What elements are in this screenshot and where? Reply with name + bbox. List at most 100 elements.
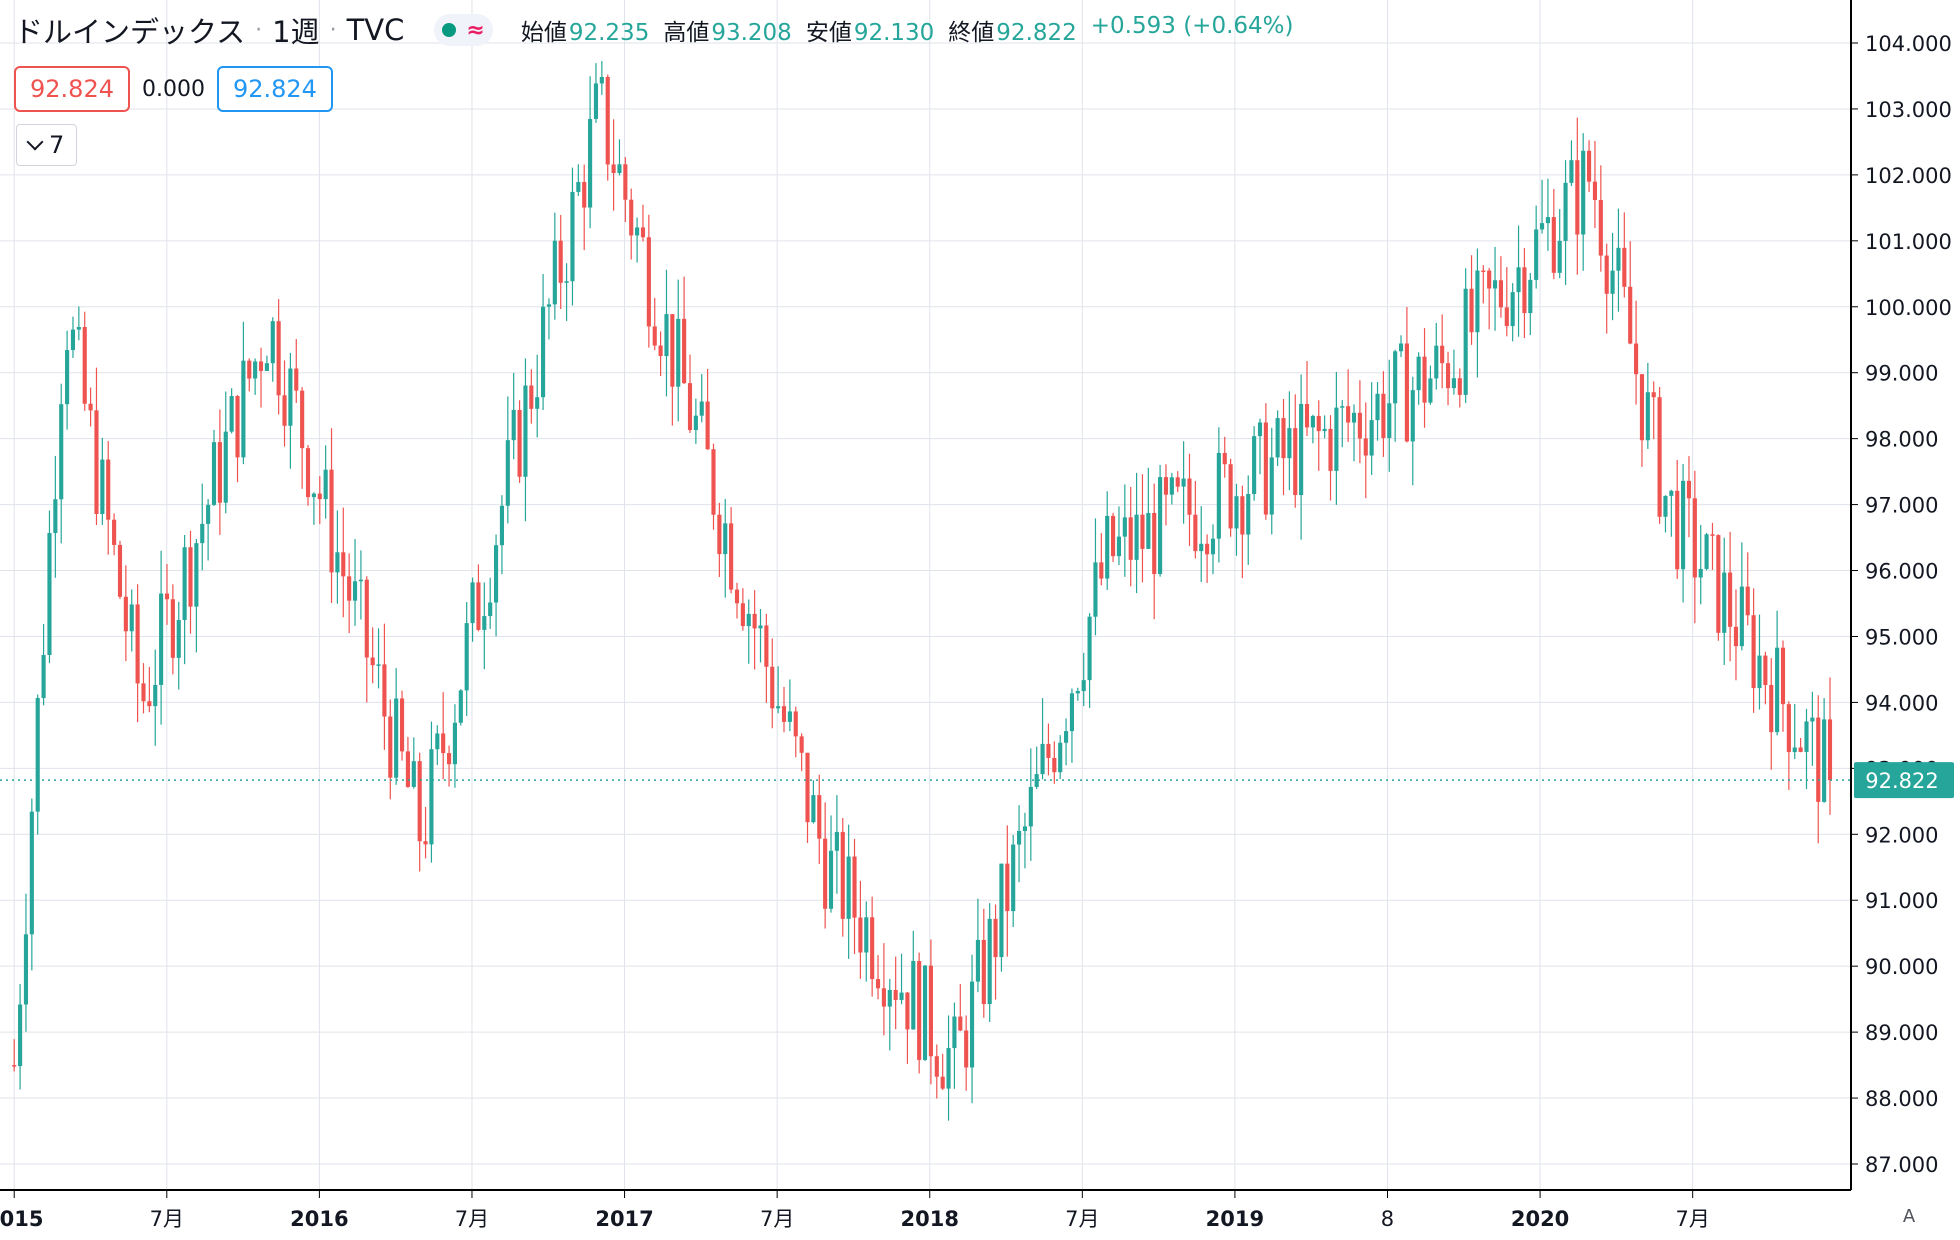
candle-body bbox=[1498, 280, 1503, 308]
candle-body bbox=[1516, 267, 1521, 293]
candle bbox=[1163, 464, 1169, 526]
price-tick-label: 99.000 bbox=[1865, 362, 1938, 386]
candle-body bbox=[23, 934, 29, 1005]
candle-body bbox=[975, 939, 980, 982]
price-axis[interactable]: 104.000 103.000 102.000 101.000 100.000 99.00… bbox=[1851, 32, 1952, 1177]
candle-body bbox=[1034, 774, 1039, 787]
candle bbox=[1169, 472, 1174, 505]
candle-body bbox=[1645, 392, 1650, 441]
candle bbox=[723, 498, 728, 598]
candle-body bbox=[582, 182, 587, 208]
candle-body bbox=[317, 493, 322, 500]
candle-body bbox=[211, 442, 217, 505]
candle-body bbox=[153, 684, 158, 707]
candle bbox=[588, 76, 593, 229]
candle bbox=[206, 499, 211, 561]
candle-body bbox=[917, 961, 922, 1060]
candle bbox=[758, 608, 763, 663]
candle-body bbox=[1751, 615, 1756, 689]
candle-body bbox=[1404, 343, 1409, 442]
candle bbox=[664, 269, 669, 397]
candle bbox=[358, 550, 363, 620]
candle bbox=[1046, 723, 1051, 776]
candle-body bbox=[1375, 393, 1380, 421]
candle-body bbox=[1028, 786, 1033, 827]
candle bbox=[35, 694, 40, 835]
candle-body bbox=[217, 442, 222, 503]
symbol-name[interactable]: ドルインデックス bbox=[14, 15, 246, 49]
candle bbox=[535, 354, 540, 438]
candle-body bbox=[435, 733, 440, 750]
interval-label[interactable]: 1週 bbox=[272, 15, 320, 49]
candle bbox=[1475, 248, 1480, 378]
candle bbox=[1616, 208, 1621, 312]
candle-body bbox=[1798, 747, 1803, 752]
candle bbox=[834, 795, 839, 894]
candle-body bbox=[905, 992, 910, 1030]
candle-body bbox=[341, 552, 346, 577]
candle-body bbox=[411, 761, 416, 787]
candle bbox=[617, 139, 622, 176]
candle-body bbox=[88, 403, 93, 411]
candle-body bbox=[1451, 378, 1456, 389]
candle bbox=[1686, 456, 1692, 538]
candle bbox=[811, 780, 816, 824]
price-tick-label: 89.000 bbox=[1865, 1021, 1938, 1045]
candle bbox=[1522, 248, 1527, 339]
candle bbox=[1469, 255, 1474, 345]
candle bbox=[1681, 463, 1686, 603]
candle bbox=[870, 896, 875, 997]
candle bbox=[711, 443, 716, 530]
candle bbox=[470, 577, 475, 642]
indicators-collapse-button[interactable]: 7 bbox=[16, 124, 78, 166]
candle bbox=[464, 602, 469, 716]
candle-body bbox=[206, 504, 211, 524]
candle-body bbox=[1340, 406, 1345, 408]
candle bbox=[23, 893, 29, 1032]
candle bbox=[787, 679, 792, 732]
chart-grid bbox=[0, 0, 1850, 1190]
candle bbox=[1087, 613, 1092, 708]
candle bbox=[1052, 741, 1057, 784]
time-tick-label: 7月 bbox=[455, 1207, 489, 1231]
candle-body bbox=[1040, 743, 1045, 775]
candle bbox=[300, 387, 305, 489]
candle bbox=[311, 492, 316, 525]
low-value: 92.130 bbox=[853, 20, 935, 46]
market-status[interactable]: ≈ bbox=[434, 14, 493, 46]
candle-body bbox=[376, 664, 381, 666]
candle-body bbox=[770, 666, 775, 709]
candle-body bbox=[1181, 478, 1186, 487]
candle-body bbox=[1334, 407, 1339, 471]
candle-body bbox=[1792, 747, 1797, 753]
candle bbox=[1140, 474, 1145, 583]
auto-scale-button[interactable]: A bbox=[1902, 1205, 1916, 1227]
candle-body bbox=[1810, 717, 1815, 722]
candle bbox=[1187, 453, 1192, 546]
candle-body bbox=[1363, 438, 1368, 456]
candle bbox=[699, 374, 704, 423]
candle bbox=[1434, 322, 1439, 390]
candle bbox=[993, 904, 998, 1000]
candle bbox=[770, 638, 775, 729]
candle bbox=[887, 978, 892, 1051]
candle bbox=[746, 599, 751, 664]
candle-body bbox=[1545, 217, 1550, 224]
candle-body bbox=[1005, 863, 1010, 912]
time-axis[interactable]: 2015 7月 2016 7月 2017 7月 2018 7月 2019 8 2020 7月 bbox=[0, 1190, 1710, 1231]
candle-body bbox=[1158, 477, 1163, 575]
symbol-legend[interactable]: ドルインデックス · 1週 · TVC ≈ 始値92.235 高値93.208 … bbox=[14, 8, 1294, 52]
candle bbox=[1346, 369, 1351, 442]
candle-body bbox=[793, 711, 798, 737]
candle bbox=[523, 358, 528, 522]
candle bbox=[1822, 698, 1827, 803]
price-tick-label: 103.000 bbox=[1865, 98, 1952, 122]
candle-body bbox=[834, 831, 839, 851]
candle bbox=[335, 510, 340, 604]
chevron-down-icon bbox=[26, 133, 44, 151]
candle bbox=[1269, 427, 1274, 535]
candle-body bbox=[170, 599, 175, 658]
candle bbox=[1263, 403, 1268, 520]
candle bbox=[729, 507, 734, 594]
